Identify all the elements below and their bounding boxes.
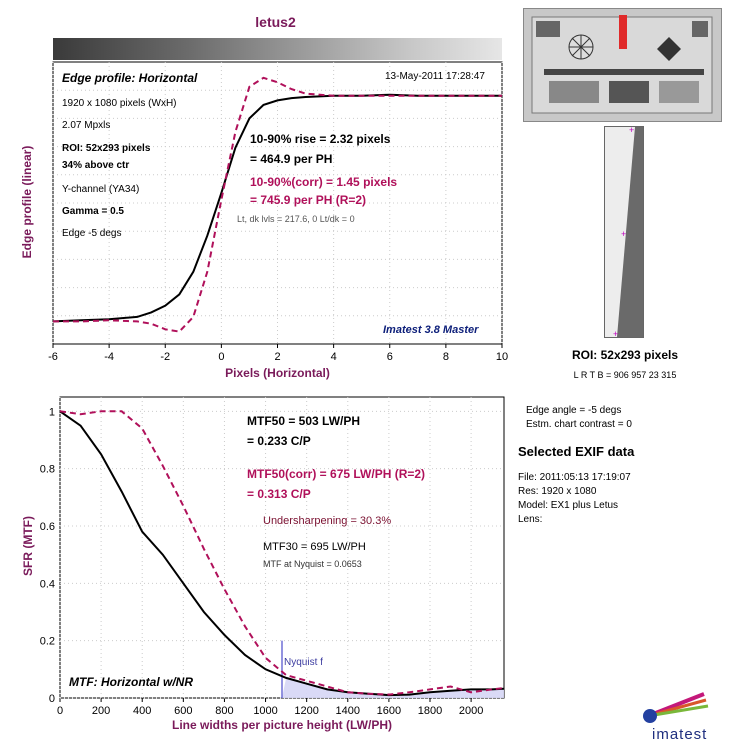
x-tick-label: 1400: [336, 705, 360, 717]
exif-res: Res: 1920 x 1080: [518, 486, 597, 497]
chart-title: letus2: [255, 14, 296, 30]
x-tick-label: -6: [48, 351, 58, 363]
corr-line2: = 745.9 per PH (R=2): [250, 193, 367, 207]
corr-line1: 10-90%(corr) = 1.45 pixels: [250, 175, 398, 189]
x-tick-label: 600: [174, 705, 192, 717]
roi-image: + + +: [604, 126, 644, 338]
series-line-corrected: [53, 76, 502, 333]
thumbnail-image: [524, 9, 721, 121]
y-tick-label: 0.2: [40, 636, 55, 648]
exif-lens: Lens:: [518, 514, 543, 525]
x-tick-label: 8: [443, 351, 449, 363]
svg-text:+: +: [629, 127, 634, 135]
info-edge: Edge -5 degs: [62, 228, 122, 239]
roi-coords: L R T B = 906 957 23 315: [573, 370, 677, 380]
mtf50corr-line2: = 0.313 C/P: [247, 487, 311, 501]
nyquist-shade: [282, 677, 504, 698]
exif-title: Selected EXIF data: [518, 444, 635, 459]
chart-contrast-text: Estm. chart contrast = 0: [526, 419, 632, 430]
x-tick-label: -4: [104, 351, 114, 363]
x-tick-label: 6: [387, 351, 393, 363]
info-channel: Y-channel (YA34): [62, 184, 140, 195]
info-position: 34% above ctr: [62, 160, 130, 171]
roi-title: ROI: 52x293 pixels: [571, 348, 679, 362]
exif-file: File: 2011:05:13 17:19:07: [518, 472, 631, 483]
roi-edge-image: + + +: [605, 127, 643, 337]
x-tick-label: 2000: [459, 705, 483, 717]
edge-angle-text: Edge angle = -5 degs: [526, 405, 622, 416]
imatest-logo-text: imatest: [652, 726, 708, 743]
x-tick-label: 10: [496, 351, 508, 363]
info-roi: ROI: 52x293 pixels: [62, 143, 151, 154]
info-mpxls: 2.07 Mpxls: [62, 120, 111, 131]
y-tick-label: 0.8: [40, 464, 55, 476]
bottom-x-axis-label: Line widths per picture height (LW/PH): [171, 718, 392, 732]
mtf-chart: 0 200 400 600 800 1000 1200 1400 1600 1800 2000 0 0.…: [40, 396, 505, 717]
levels-text: Lt, dk lvls = 217.6, 0 Lt/dk = 0: [237, 214, 355, 224]
x-tick-label: -2: [160, 351, 170, 363]
rise-line2: = 464.9 per PH: [250, 152, 333, 166]
rise-line1: 10-90% rise = 2.32 pixels: [250, 132, 391, 146]
y-tick-label: 0.4: [40, 578, 55, 590]
x-tick-label: 0: [57, 705, 63, 717]
x-tick-label: 4: [331, 351, 337, 363]
timestamp: 13-May-2011 17:28:47: [385, 71, 485, 82]
top-x-axis-label: Pixels (Horizontal): [225, 366, 330, 380]
nyquist-label: Nyquist f: [284, 657, 323, 668]
mtf50-line1: MTF50 = 503 LW/PH: [247, 414, 361, 428]
bottom-y-axis-label: SFR (MTF): [21, 516, 35, 576]
mtf-footer-label: MTF: Horizontal w/NR: [69, 675, 193, 689]
x-tick-label: 1000: [253, 705, 277, 717]
x-tick-label: 200: [92, 705, 110, 717]
undersharpening-text: Undersharpening = 30.3%: [263, 515, 392, 527]
mtf50-line2: = 0.233 C/P: [247, 434, 311, 448]
x-tick-label: 0: [218, 351, 224, 363]
edge-profile-chart: -6 -4 -2 0 2 4 6 8 10: [48, 61, 508, 363]
x-tick-label: 400: [133, 705, 151, 717]
imatest-logo-icon: [643, 692, 709, 723]
x-tick-label: 1600: [377, 705, 401, 717]
info-size: 1920 x 1080 pixels (WxH): [62, 98, 177, 109]
x-tick-label: 800: [215, 705, 233, 717]
imatest-version-label: Imatest 3.8 Master: [383, 324, 479, 336]
y-tick-label: 0.6: [40, 521, 55, 533]
mtf50corr-line1: MTF50(corr) = 675 LW/PH (R=2): [247, 467, 426, 481]
svg-text:+: +: [621, 229, 626, 239]
test-chart-thumbnail: [523, 8, 722, 122]
svg-text:+: +: [613, 329, 618, 337]
y-tick-label: 0: [49, 693, 55, 705]
exif-model: Model: EX1 plus Letus: [518, 500, 619, 511]
x-tick-label: 2: [274, 351, 280, 363]
mtf30-text: MTF30 = 695 LW/PH: [263, 541, 366, 553]
x-tick-label: 1200: [294, 705, 318, 717]
nyquist-mtf-text: MTF at Nyquist = 0.0653: [263, 559, 362, 569]
edge-profile-header: Edge profile: Horizontal: [62, 71, 198, 85]
y-tick-label: 1: [49, 406, 55, 418]
series-line-measured: [59, 410, 505, 697]
gray-gradient-bar: [53, 38, 502, 60]
info-gamma: Gamma = 0.5: [62, 206, 124, 217]
x-tick-label: 1800: [418, 705, 442, 717]
top-y-axis-label: Edge profile (linear): [20, 145, 34, 259]
